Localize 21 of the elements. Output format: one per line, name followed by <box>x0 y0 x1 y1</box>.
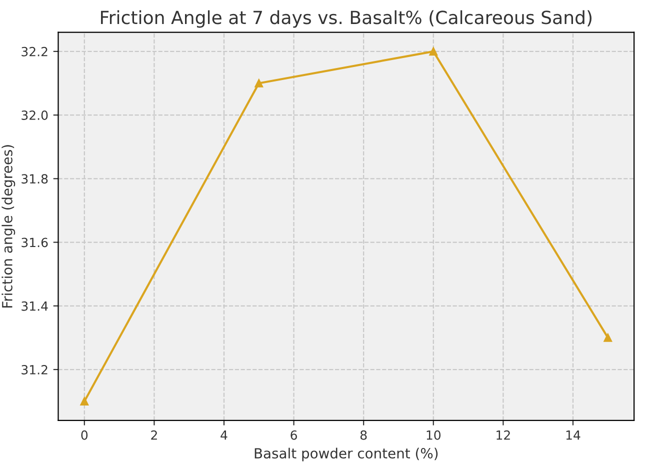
point <box>80 397 89 406</box>
y-tick-label: 32.2 <box>22 46 48 56</box>
x-tick-label: 12 <box>496 430 510 440</box>
y-tick-label: 31.2 <box>22 364 48 374</box>
x-tick-label: 4 <box>220 430 228 440</box>
y-axis-title: Friction angle (degrees) <box>2 145 16 308</box>
point <box>604 334 612 342</box>
x-tick-label: 14 <box>566 430 580 440</box>
x-tick-label: 6 <box>290 430 297 440</box>
chart-title: Friction Angle at 7 days vs. Basalt% (Calcareous Sand) <box>101 10 592 28</box>
y-tick-label: 31.4 <box>22 301 48 311</box>
y-tick-label: 31.8 <box>22 174 48 184</box>
y-tick-label: 32.0 <box>22 110 48 120</box>
point <box>429 47 438 56</box>
y-tick-label: 31.6 <box>22 238 48 248</box>
point <box>254 79 264 88</box>
x-tick-label: 0 <box>81 430 88 440</box>
x-tick-label: 10 <box>426 430 441 440</box>
x-tick-label: 2 <box>151 430 157 440</box>
x-axis-title: Basalt powder content (%) <box>254 448 438 462</box>
x-tick-label: 8 <box>360 430 367 440</box>
